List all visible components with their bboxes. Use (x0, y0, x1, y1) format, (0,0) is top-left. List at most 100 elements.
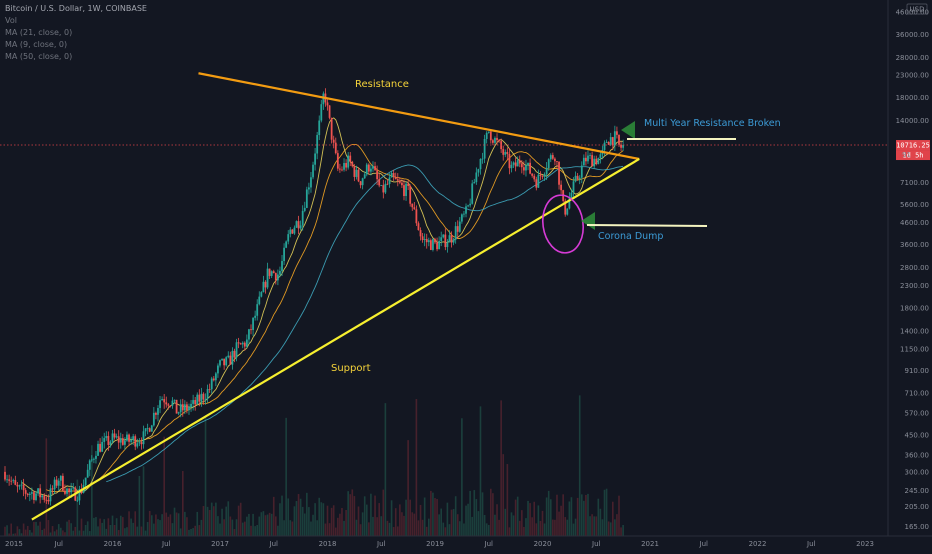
volume-bar (394, 508, 397, 536)
candle-body (264, 281, 267, 288)
candle-body (316, 135, 319, 154)
volume-bar (254, 526, 256, 536)
price-tick-label: 3600.00 (900, 241, 929, 249)
volume-bar (103, 519, 106, 536)
volume-bar (527, 500, 529, 536)
volume-bar (322, 503, 325, 536)
candle-body (378, 179, 381, 186)
candle-body (192, 400, 195, 404)
volume-bar (502, 454, 505, 536)
volume-bar (250, 525, 252, 536)
candle-body (126, 434, 128, 441)
candle-body (370, 168, 372, 172)
volume-bar (192, 528, 194, 536)
volume-bar (320, 502, 323, 536)
candle-body (341, 169, 343, 171)
volume-bar (407, 440, 409, 536)
volume-bar (537, 505, 540, 536)
resistance-trendline[interactable] (198, 72, 640, 161)
candle-body (55, 479, 58, 486)
candle-body (150, 425, 153, 432)
volume-bar (467, 503, 469, 536)
indicator-vol[interactable]: Vol (5, 16, 17, 25)
candle-body (78, 488, 81, 501)
price-tick-label: 300.00 (905, 468, 930, 476)
candles (4, 88, 625, 506)
candle-body (4, 471, 6, 480)
time-tick-label: 2020 (534, 540, 552, 548)
candle-body (305, 189, 308, 208)
candle-body (508, 153, 511, 169)
volume-bar (510, 512, 513, 536)
volume-bar (481, 492, 484, 536)
candle-body (266, 268, 269, 288)
volume-bar (469, 490, 471, 536)
price-tick-label: 18000.00 (896, 94, 929, 102)
volume-bar (126, 527, 128, 536)
volume-bar (396, 526, 399, 536)
candle-body (312, 164, 314, 178)
price-axis[interactable]: 46000.00 36000.00 28000.00 23000.00 18000.00… (887, 0, 932, 536)
indicator-ma21[interactable]: MA (21, close, 0) (5, 28, 73, 37)
candle-body (175, 399, 178, 414)
candle-body (225, 357, 228, 366)
volume-bar (117, 530, 120, 536)
volume-bar (173, 507, 176, 536)
volume-bar (386, 520, 389, 536)
candle-body (92, 458, 95, 460)
volume-bar (475, 499, 478, 536)
volume-bar (47, 520, 50, 536)
time-axis[interactable]: 2015 Jul 2016 Jul 2017 Jul 2018 Jul 2019 Jul 2020 J… (0, 535, 932, 550)
candle-body (380, 185, 383, 186)
volume-bar (264, 515, 267, 536)
candle-body (179, 404, 182, 413)
candle-body (10, 480, 13, 482)
volume-bar (29, 530, 31, 536)
volume-bar (361, 512, 364, 536)
candle-body (37, 488, 39, 494)
candle-body (171, 400, 174, 406)
volume-bar (529, 503, 531, 536)
volume-bar (148, 510, 151, 536)
candle-body (353, 166, 356, 177)
candle-body (622, 145, 625, 148)
volume-bar (442, 522, 445, 536)
volume-bar (14, 533, 17, 536)
volume-bar (268, 512, 271, 536)
candle-body (210, 378, 213, 390)
support-trendline[interactable] (31, 158, 640, 521)
volume-bar (376, 517, 378, 536)
candle-body (142, 431, 145, 445)
candle-body (518, 160, 521, 164)
candle-body (607, 141, 610, 145)
volume-bar (60, 527, 62, 536)
volume-bar (55, 529, 58, 536)
volume-bar (101, 522, 103, 536)
candle-body (411, 203, 414, 208)
price-tick-label: 205.00 (905, 503, 930, 511)
volume-bar (432, 492, 434, 536)
candle-body (401, 182, 403, 186)
volume-bar (500, 400, 502, 536)
candle-body (483, 138, 486, 159)
indicator-ma9[interactable]: MA (9, close, 0) (5, 40, 68, 49)
price-tick-label: 165.00 (905, 523, 930, 531)
volume-bar (332, 505, 335, 536)
volume-bar (324, 523, 327, 536)
volume-bar (306, 492, 308, 536)
volume-bar (109, 524, 112, 536)
volume-bar (190, 529, 192, 536)
volume-bar (53, 531, 56, 536)
candle-body (243, 342, 246, 347)
indicator-ma50[interactable]: MA (50, close, 0) (5, 52, 73, 61)
volume-bar (580, 494, 583, 536)
candle-body (223, 358, 226, 366)
volume-bar (487, 524, 490, 536)
volume-bar (208, 509, 211, 536)
time-axis-bg (0, 536, 932, 550)
candle-body (235, 342, 238, 358)
price-tick-label: 1150.00 (900, 346, 929, 354)
volume-bar (16, 526, 19, 536)
